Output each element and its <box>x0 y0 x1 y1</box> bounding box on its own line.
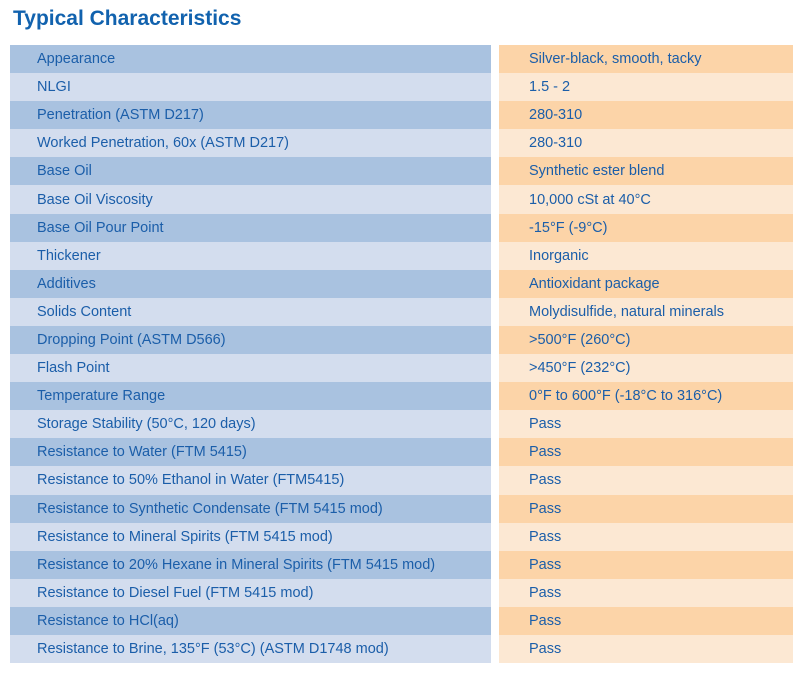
table-row: Resistance to Water (FTM 5415) Pass <box>10 438 793 467</box>
property-cell: Resistance to 50% Ethanol in Water (FTM5… <box>10 466 491 495</box>
value-cell: Pass <box>499 494 793 523</box>
column-gap <box>491 185 499 214</box>
value-cell: 0°F to 600°F (-18°C to 316°C) <box>499 382 793 411</box>
property-cell: Resistance to HCl(aq) <box>10 606 491 635</box>
value-cell: Pass <box>499 466 793 495</box>
column-gap <box>491 578 499 607</box>
column-gap <box>491 494 499 523</box>
column-gap <box>491 550 499 579</box>
column-gap <box>491 606 499 635</box>
column-gap <box>491 129 499 158</box>
table-row: Resistance to HCl(aq) Pass <box>10 606 793 635</box>
value-cell: Pass <box>499 634 793 664</box>
value-cell: 1.5 - 2 <box>499 73 793 102</box>
property-cell: Resistance to Water (FTM 5415) <box>10 438 491 467</box>
value-cell: Molydisulfide, natural minerals <box>499 297 793 326</box>
page-title: Typical Characteristics <box>13 7 242 30</box>
value-cell: Silver-black, smooth, tacky <box>499 45 793 74</box>
table-row: Penetration (ASTM D217) 280-310 <box>10 101 793 130</box>
value-cell: Antioxidant package <box>499 269 793 298</box>
column-gap <box>491 297 499 326</box>
column-gap <box>491 354 499 383</box>
table-row: Resistance to 50% Ethanol in Water (FTM5… <box>10 466 793 495</box>
value-cell: Pass <box>499 550 793 579</box>
table-row: Resistance to Diesel Fuel (FTM 5415 mod)… <box>10 578 793 607</box>
value-cell: Pass <box>499 578 793 607</box>
property-cell: Resistance to Mineral Spirits (FTM 5415 … <box>10 522 491 551</box>
value-cell: >450°F (232°C) <box>499 354 793 383</box>
table-row: Base Oil Viscosity 10,000 cSt at 40°C <box>10 185 793 214</box>
property-cell: Appearance <box>10 45 491 74</box>
table-row: NLGI 1.5 - 2 <box>10 73 793 102</box>
value-cell: 280-310 <box>499 101 793 130</box>
column-gap <box>491 634 499 664</box>
property-cell: Base Oil Pour Point <box>10 213 491 242</box>
property-cell: Base Oil Viscosity <box>10 185 491 214</box>
property-cell: Dropping Point (ASTM D566) <box>10 325 491 355</box>
column-gap <box>491 325 499 355</box>
column-gap <box>491 410 499 439</box>
value-cell: Pass <box>499 438 793 467</box>
column-gap <box>491 466 499 495</box>
column-gap <box>491 157 499 186</box>
table-row: Thickener Inorganic <box>10 241 793 270</box>
table-row: Base Oil Synthetic ester blend <box>10 157 793 186</box>
column-gap <box>491 101 499 130</box>
column-gap <box>491 241 499 270</box>
table-row: Resistance to Brine, 135°F (53°C) (ASTM … <box>10 634 793 664</box>
table-row: Resistance to Synthetic Condensate (FTM … <box>10 494 793 523</box>
column-gap <box>491 73 499 102</box>
property-cell: Resistance to Diesel Fuel (FTM 5415 mod) <box>10 578 491 607</box>
value-cell: 280-310 <box>499 129 793 158</box>
column-gap <box>491 45 499 74</box>
property-cell: Temperature Range <box>10 382 491 411</box>
table-row: Worked Penetration, 60x (ASTM D217) 280-3… <box>10 129 793 158</box>
value-cell: Pass <box>499 522 793 551</box>
value-cell: -15°F (-9°C) <box>499 213 793 242</box>
table-row: Base Oil Pour Point -15°F (-9°C) <box>10 213 793 242</box>
value-cell: 10,000 cSt at 40°C <box>499 185 793 214</box>
table-row: Additives Antioxidant package <box>10 269 793 298</box>
column-gap <box>491 438 499 467</box>
value-cell: >500°F (260°C) <box>499 325 793 355</box>
property-cell: Resistance to 20% Hexane in Mineral Spir… <box>10 550 491 579</box>
property-cell: Resistance to Brine, 135°F (53°C) (ASTM … <box>10 634 491 664</box>
column-gap <box>491 382 499 411</box>
column-gap <box>491 213 499 242</box>
table-row: Resistance to Mineral Spirits (FTM 5415 … <box>10 522 793 551</box>
table-row: Resistance to 20% Hexane in Mineral Spir… <box>10 550 793 579</box>
property-cell: Solids Content <box>10 297 491 326</box>
value-cell: Pass <box>499 606 793 635</box>
table-row: Solids Content Molydisulfide, natural min… <box>10 297 793 326</box>
property-cell: Additives <box>10 269 491 298</box>
table-row: Storage Stability (50°C, 120 days) Pass <box>10 410 793 439</box>
table-row: Dropping Point (ASTM D566) >500°F (260°C) <box>10 325 793 355</box>
property-cell: Penetration (ASTM D217) <box>10 101 491 130</box>
value-cell: Synthetic ester blend <box>499 157 793 186</box>
table-row: Flash Point >450°F (232°C) <box>10 354 793 383</box>
table-row: Temperature Range 0°F to 600°F (-18°C to … <box>10 382 793 411</box>
property-cell: Base Oil <box>10 157 491 186</box>
property-cell: Worked Penetration, 60x (ASTM D217) <box>10 129 491 158</box>
table-row: Appearance Silver-black, smooth, tacky <box>10 45 793 74</box>
value-cell: Inorganic <box>499 241 793 270</box>
value-cell: Pass <box>499 410 793 439</box>
property-cell: Thickener <box>10 241 491 270</box>
column-gap <box>491 522 499 551</box>
column-gap <box>491 269 499 298</box>
property-cell: Flash Point <box>10 354 491 383</box>
property-cell: Resistance to Synthetic Condensate (FTM … <box>10 494 491 523</box>
property-cell: NLGI <box>10 73 491 102</box>
characteristics-table: Appearance Silver-black, smooth, tacky NLG… <box>10 45 793 664</box>
property-cell: Storage Stability (50°C, 120 days) <box>10 410 491 439</box>
